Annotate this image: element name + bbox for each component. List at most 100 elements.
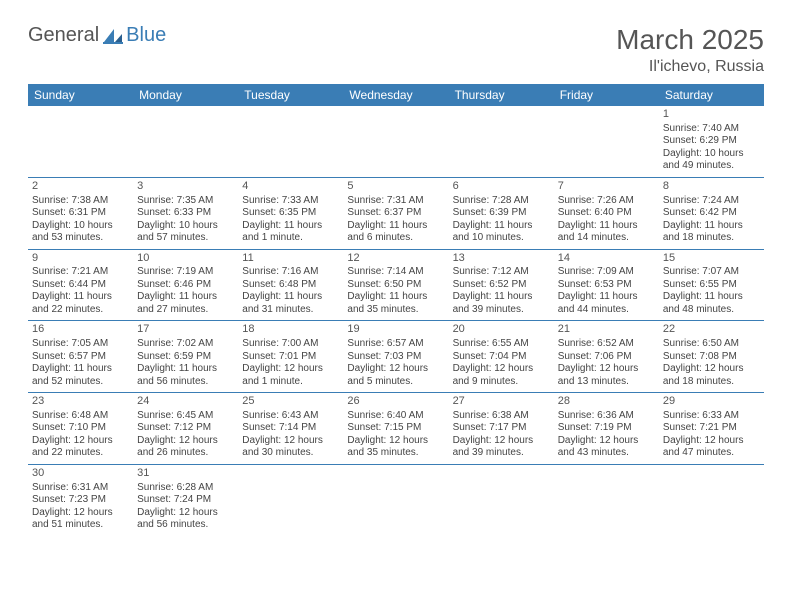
calendar-row: 16Sunrise: 7:05 AMSunset: 6:57 PMDayligh… <box>28 321 764 393</box>
daylight-text: Daylight: 11 hours <box>137 291 234 304</box>
daylight-text: Daylight: 10 hours <box>663 148 760 161</box>
sunset-text: Sunset: 7:01 PM <box>242 351 339 364</box>
sunrise-text: Sunrise: 7:35 AM <box>137 195 234 208</box>
calendar-cell: 23Sunrise: 6:48 AMSunset: 7:10 PMDayligh… <box>28 393 133 465</box>
sunrise-text: Sunrise: 6:31 AM <box>32 482 129 495</box>
daylight-text: and 52 minutes. <box>32 376 129 389</box>
daylight-text: and 48 minutes. <box>663 304 760 317</box>
daylight-text: Daylight: 12 hours <box>347 363 444 376</box>
daylight-text: Daylight: 11 hours <box>137 363 234 376</box>
daylight-text: and 9 minutes. <box>453 376 550 389</box>
weekday-header: Monday <box>133 84 238 106</box>
location: Il'ichevo, Russia <box>616 58 764 76</box>
sunrise-text: Sunrise: 6:28 AM <box>137 482 234 495</box>
day-number: 28 <box>558 395 655 409</box>
daylight-text: Daylight: 12 hours <box>558 435 655 448</box>
calendar-cell <box>238 464 343 535</box>
calendar-cell: 24Sunrise: 6:45 AMSunset: 7:12 PMDayligh… <box>133 393 238 465</box>
day-number: 2 <box>32 180 129 194</box>
calendar-cell: 6Sunrise: 7:28 AMSunset: 6:39 PMDaylight… <box>449 177 554 249</box>
daylight-text: and 18 minutes. <box>663 376 760 389</box>
daylight-text: and 35 minutes. <box>347 304 444 317</box>
daylight-text: and 49 minutes. <box>663 160 760 173</box>
daylight-text: Daylight: 12 hours <box>558 363 655 376</box>
sunset-text: Sunset: 7:08 PM <box>663 351 760 364</box>
day-number: 20 <box>453 323 550 337</box>
weekday-header: Thursday <box>449 84 554 106</box>
sunrise-text: Sunrise: 6:52 AM <box>558 338 655 351</box>
calendar-cell: 1Sunrise: 7:40 AMSunset: 6:29 PMDaylight… <box>659 106 764 177</box>
sunrise-text: Sunrise: 7:02 AM <box>137 338 234 351</box>
sunrise-text: Sunrise: 7:09 AM <box>558 266 655 279</box>
calendar-table: Sunday Monday Tuesday Wednesday Thursday… <box>28 84 764 536</box>
calendar-cell <box>343 106 448 177</box>
sunset-text: Sunset: 6:59 PM <box>137 351 234 364</box>
sunrise-text: Sunrise: 7:31 AM <box>347 195 444 208</box>
day-number: 29 <box>663 395 760 409</box>
daylight-text: Daylight: 11 hours <box>347 291 444 304</box>
day-number: 16 <box>32 323 129 337</box>
sunrise-text: Sunrise: 7:14 AM <box>347 266 444 279</box>
daylight-text: and 51 minutes. <box>32 519 129 532</box>
day-number: 8 <box>663 180 760 194</box>
calendar-cell: 27Sunrise: 6:38 AMSunset: 7:17 PMDayligh… <box>449 393 554 465</box>
day-number: 4 <box>242 180 339 194</box>
month-title: March 2025 <box>616 24 764 56</box>
calendar-cell: 7Sunrise: 7:26 AMSunset: 6:40 PMDaylight… <box>554 177 659 249</box>
calendar-cell: 26Sunrise: 6:40 AMSunset: 7:15 PMDayligh… <box>343 393 448 465</box>
sunset-text: Sunset: 7:17 PM <box>453 422 550 435</box>
calendar-cell: 5Sunrise: 7:31 AMSunset: 6:37 PMDaylight… <box>343 177 448 249</box>
daylight-text: Daylight: 11 hours <box>32 291 129 304</box>
day-number: 12 <box>347 252 444 266</box>
day-number: 6 <box>453 180 550 194</box>
header: General Blue March 2025 Il'ichevo, Russi… <box>28 24 764 76</box>
daylight-text: and 18 minutes. <box>663 232 760 245</box>
calendar-cell: 25Sunrise: 6:43 AMSunset: 7:14 PMDayligh… <box>238 393 343 465</box>
daylight-text: and 39 minutes. <box>453 304 550 317</box>
day-number: 22 <box>663 323 760 337</box>
calendar-cell <box>554 464 659 535</box>
day-number: 31 <box>137 467 234 481</box>
daylight-text: and 27 minutes. <box>137 304 234 317</box>
daylight-text: and 26 minutes. <box>137 447 234 460</box>
sunset-text: Sunset: 6:53 PM <box>558 279 655 292</box>
sunset-text: Sunset: 7:24 PM <box>137 494 234 507</box>
daylight-text: Daylight: 11 hours <box>242 291 339 304</box>
weekday-header-row: Sunday Monday Tuesday Wednesday Thursday… <box>28 84 764 106</box>
sunset-text: Sunset: 7:15 PM <box>347 422 444 435</box>
calendar-cell: 21Sunrise: 6:52 AMSunset: 7:06 PMDayligh… <box>554 321 659 393</box>
sunrise-text: Sunrise: 6:50 AM <box>663 338 760 351</box>
daylight-text: Daylight: 12 hours <box>453 435 550 448</box>
day-number: 30 <box>32 467 129 481</box>
day-number: 7 <box>558 180 655 194</box>
sunrise-text: Sunrise: 7:12 AM <box>453 266 550 279</box>
daylight-text: and 44 minutes. <box>558 304 655 317</box>
day-number: 14 <box>558 252 655 266</box>
sunset-text: Sunset: 6:57 PM <box>32 351 129 364</box>
daylight-text: and 56 minutes. <box>137 519 234 532</box>
sunset-text: Sunset: 6:52 PM <box>453 279 550 292</box>
sunrise-text: Sunrise: 7:05 AM <box>32 338 129 351</box>
day-number: 11 <box>242 252 339 266</box>
daylight-text: Daylight: 11 hours <box>32 363 129 376</box>
day-number: 27 <box>453 395 550 409</box>
sunset-text: Sunset: 7:23 PM <box>32 494 129 507</box>
calendar-cell <box>449 464 554 535</box>
daylight-text: Daylight: 11 hours <box>347 220 444 233</box>
day-number: 1 <box>663 108 760 122</box>
calendar-cell: 17Sunrise: 7:02 AMSunset: 6:59 PMDayligh… <box>133 321 238 393</box>
logo-text-2: Blue <box>126 24 166 47</box>
calendar-cell: 29Sunrise: 6:33 AMSunset: 7:21 PMDayligh… <box>659 393 764 465</box>
daylight-text: Daylight: 12 hours <box>663 363 760 376</box>
sunset-text: Sunset: 6:46 PM <box>137 279 234 292</box>
daylight-text: and 6 minutes. <box>347 232 444 245</box>
day-number: 15 <box>663 252 760 266</box>
sunset-text: Sunset: 6:44 PM <box>32 279 129 292</box>
sunset-text: Sunset: 6:40 PM <box>558 207 655 220</box>
daylight-text: Daylight: 10 hours <box>137 220 234 233</box>
calendar-cell: 2Sunrise: 7:38 AMSunset: 6:31 PMDaylight… <box>28 177 133 249</box>
daylight-text: Daylight: 11 hours <box>453 220 550 233</box>
sunset-text: Sunset: 7:03 PM <box>347 351 444 364</box>
sunrise-text: Sunrise: 6:43 AM <box>242 410 339 423</box>
sunrise-text: Sunrise: 7:19 AM <box>137 266 234 279</box>
